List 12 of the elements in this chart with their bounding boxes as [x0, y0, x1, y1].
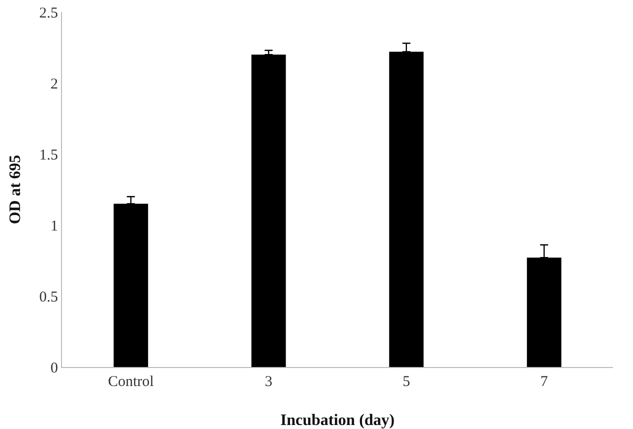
y-tick-label: 2.5: [39, 5, 58, 22]
y-tick-label: 2: [50, 76, 58, 92]
y-tick-label: 0: [50, 360, 58, 376]
y-tick-label: 1: [50, 218, 58, 234]
x-axis-title: Incubation (day): [280, 412, 395, 429]
y-tick-label: 0.5: [39, 289, 58, 306]
x-tick-label: 7: [540, 374, 548, 390]
y-tick-label: 1.5: [39, 147, 58, 164]
x-tick-label: 3: [264, 374, 272, 390]
y-axis-title: OD at 695: [7, 154, 24, 224]
x-tick-label: Control: [108, 374, 154, 390]
x-tick-label: 5: [402, 374, 410, 390]
